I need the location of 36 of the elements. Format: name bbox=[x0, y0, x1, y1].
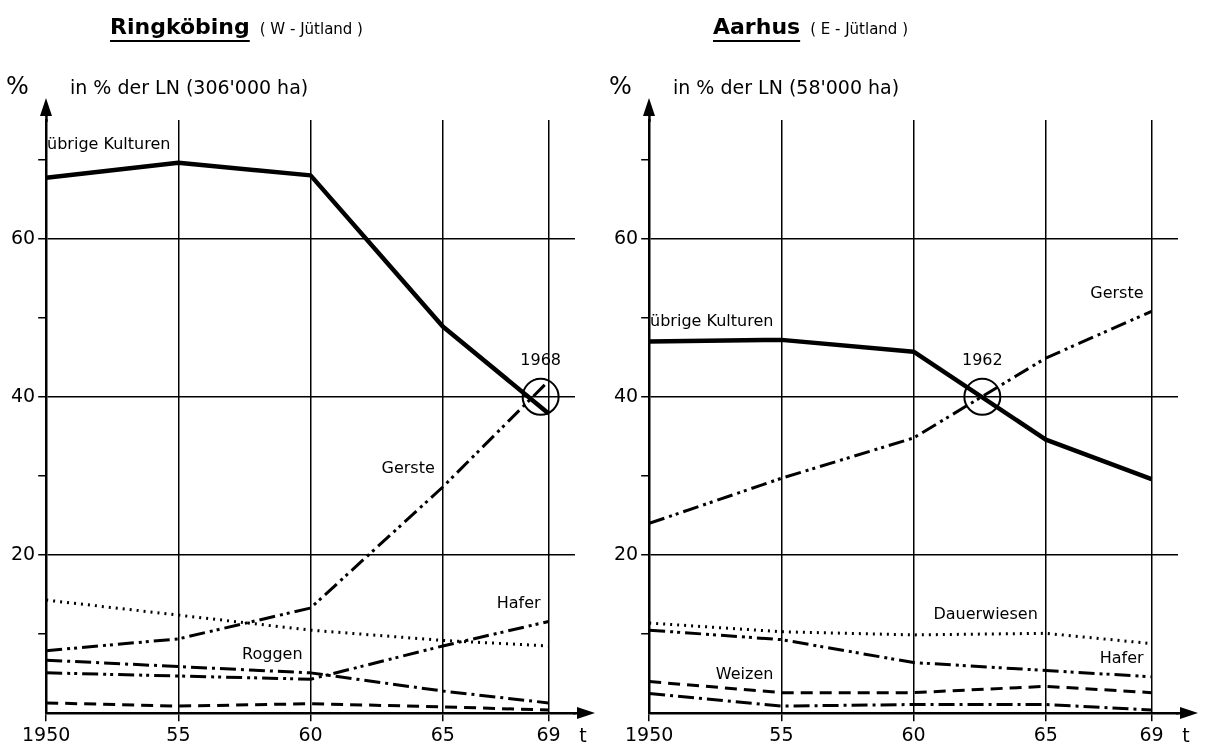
x-tick-label: 1950 bbox=[22, 722, 71, 745]
annotation: Gerste bbox=[381, 458, 435, 478]
x-tick-label: 55 bbox=[769, 722, 794, 745]
annotation: Hafer bbox=[496, 592, 541, 612]
chart-title: Ringköbing bbox=[110, 14, 250, 39]
y-tick-label: 20 bbox=[613, 541, 639, 564]
y-tick-label: 60 bbox=[613, 225, 639, 248]
x-tick-label: 60 bbox=[298, 722, 323, 745]
annotation: übrige Kulturen bbox=[650, 311, 774, 331]
annotation: Roggen bbox=[242, 644, 303, 664]
chart-title: Aarhus bbox=[713, 14, 801, 39]
text: in % der LN (58'000 ha) bbox=[673, 76, 900, 98]
x-tick-label: 69 bbox=[1139, 722, 1164, 745]
y-axis-title: % bbox=[6, 72, 29, 100]
text: in % der LN (306'000 ha) bbox=[70, 76, 309, 98]
y-tick-label: 60 bbox=[10, 225, 36, 248]
x-tick-label: 69 bbox=[536, 722, 561, 745]
x-tick-label: 1950 bbox=[625, 722, 674, 745]
chart-subtitle: ( E - Jütland ) bbox=[810, 20, 909, 38]
x-tick-label: 65 bbox=[1033, 722, 1058, 745]
annotation: Gerste bbox=[1090, 282, 1144, 302]
y-tick-label: 40 bbox=[10, 383, 36, 406]
y-axis-title: % bbox=[609, 72, 632, 100]
x-tick-label: 65 bbox=[430, 722, 455, 745]
annotation: übrige Kulturen bbox=[47, 133, 171, 153]
y-tick-label: 20 bbox=[10, 541, 36, 564]
series-label: 1962 bbox=[961, 349, 1003, 369]
x-axis-title: t bbox=[1182, 723, 1190, 746]
annotation: Weizen bbox=[715, 663, 774, 683]
x-axis-title: t bbox=[579, 723, 587, 746]
x-tick-label: 60 bbox=[901, 722, 926, 745]
y-tick-label: 40 bbox=[613, 383, 639, 406]
chart-subtitle: ( W - Jütland ) bbox=[259, 20, 363, 38]
annotation: Dauerwiesen bbox=[933, 604, 1038, 624]
x-tick-label: 55 bbox=[166, 722, 191, 745]
annotation: Hafer bbox=[1099, 647, 1144, 667]
